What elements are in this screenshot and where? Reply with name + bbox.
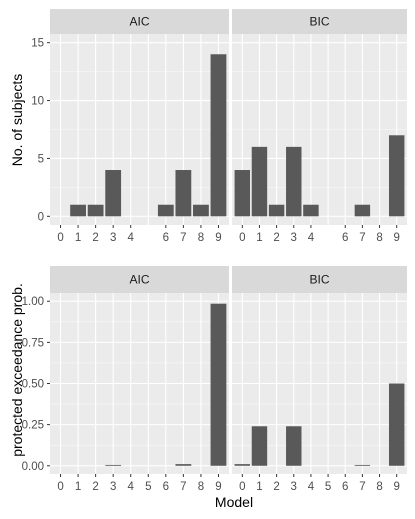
bar	[210, 54, 227, 217]
facet-strip-label: BIC	[309, 273, 329, 287]
x-tick-label: 9	[394, 481, 400, 493]
x-tick-label: 1	[75, 481, 81, 493]
bar	[210, 303, 227, 466]
y-tick-label: 0.00	[22, 461, 44, 473]
x-tick-label: 8	[198, 481, 204, 493]
facet-strip	[50, 9, 229, 34]
x-tick-label: 1	[256, 481, 262, 493]
x-tick-label: 0	[57, 232, 63, 244]
x-tick-label: 7	[359, 232, 365, 244]
x-tick-label: 5	[325, 481, 331, 493]
x-tick-label: 8	[376, 232, 382, 244]
y-tick-label: 1.00	[22, 296, 44, 308]
x-tick-label: 4	[128, 481, 135, 493]
bar	[87, 204, 104, 217]
y-axis-title-top: No. of subjects	[9, 74, 25, 167]
facet-strip-label: AIC	[129, 15, 149, 29]
x-tick-label: 3	[291, 232, 297, 244]
x-tick-label: 8	[198, 232, 204, 244]
x-tick-label: 6	[163, 481, 169, 493]
facet-strip-label: AIC	[129, 273, 149, 287]
x-tick-label: 9	[215, 481, 221, 493]
y-axis-title-bottom: protected exceedance prob.	[9, 283, 25, 457]
y-tick-label: 0.75	[22, 337, 44, 349]
x-tick-label: 4	[128, 232, 135, 244]
x-tick-label: 3	[291, 481, 297, 493]
x-tick-label: 2	[273, 232, 279, 244]
x-tick-label: 3	[110, 481, 116, 493]
bar	[286, 146, 302, 217]
facet-strip	[232, 266, 407, 293]
bar	[105, 170, 122, 217]
x-tick-label: 7	[180, 481, 186, 493]
y-tick-label: 15	[31, 38, 44, 50]
bar	[157, 204, 174, 217]
y-tick-label: 10	[31, 96, 44, 108]
x-tick-label: 4	[308, 232, 315, 244]
x-tick-label: 4	[308, 481, 315, 493]
x-tick-label: 2	[273, 481, 279, 493]
x-tick-label: 6	[342, 232, 348, 244]
bar	[251, 146, 268, 217]
y-tick-label: 0.25	[22, 420, 44, 432]
x-tick-label: 2	[92, 232, 98, 244]
facet-strip	[50, 266, 229, 293]
bar	[388, 135, 405, 217]
facet-strip-label: BIC	[309, 15, 329, 29]
bar	[251, 426, 268, 466]
y-tick-label: 0	[38, 211, 44, 223]
x-tick-label: 7	[180, 232, 186, 244]
x-tick-label: 6	[342, 481, 348, 493]
x-tick-label: 6	[163, 232, 169, 244]
bar	[234, 464, 251, 466]
x-tick-label: 2	[92, 481, 98, 493]
x-tick-label: 1	[256, 232, 262, 244]
x-tick-label: 0	[239, 232, 245, 244]
y-tick-label: 0.50	[22, 379, 44, 391]
bar	[70, 204, 86, 217]
y-tick-label: 5	[38, 153, 44, 165]
x-tick-label: 8	[376, 481, 382, 493]
bar	[234, 170, 251, 217]
facet-strip	[232, 9, 407, 34]
bar	[268, 204, 285, 217]
x-tick-label: 0	[57, 481, 63, 493]
bar	[354, 464, 371, 466]
x-tick-label: 9	[215, 232, 221, 244]
bar	[354, 204, 371, 217]
bar	[388, 383, 405, 466]
bar	[175, 464, 192, 466]
x-tick-label: 1	[75, 232, 81, 244]
x-tick-label: 0	[239, 481, 245, 493]
x-tick-label: 9	[394, 232, 400, 244]
x-tick-label: 7	[359, 481, 365, 493]
bar	[175, 170, 192, 217]
x-tick-label: 3	[110, 232, 116, 244]
x-tick-label: 5	[145, 481, 151, 493]
bar	[286, 426, 302, 466]
x-axis-title: Model	[215, 494, 253, 510]
bar	[105, 464, 122, 466]
bar	[303, 204, 319, 217]
bar	[193, 204, 209, 217]
